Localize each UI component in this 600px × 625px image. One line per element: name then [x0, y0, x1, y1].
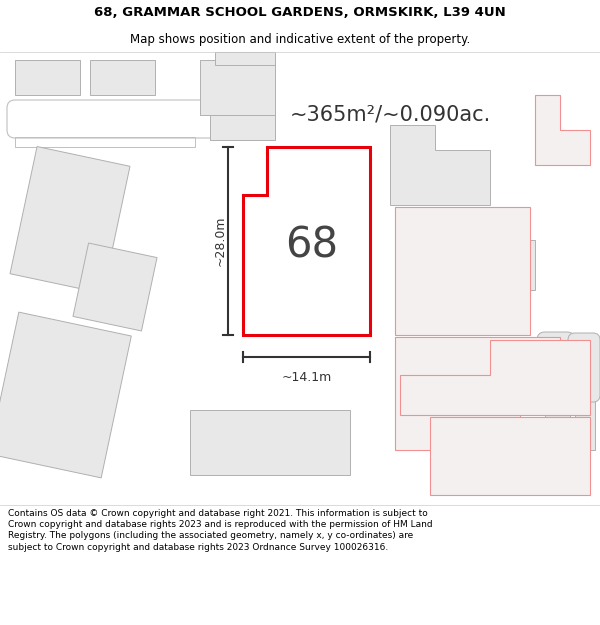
Polygon shape [490, 240, 535, 290]
Polygon shape [10, 146, 130, 294]
Polygon shape [73, 243, 157, 331]
FancyBboxPatch shape [267, 190, 362, 300]
Polygon shape [90, 60, 155, 95]
Text: ~14.1m: ~14.1m [281, 371, 332, 384]
Polygon shape [210, 115, 275, 140]
Polygon shape [215, 52, 275, 65]
Text: Map shows position and indicative extent of the property.: Map shows position and indicative extent… [130, 32, 470, 46]
Text: ~28.0m: ~28.0m [214, 216, 227, 266]
Polygon shape [243, 147, 370, 335]
Polygon shape [395, 207, 530, 335]
Polygon shape [430, 417, 590, 495]
Polygon shape [535, 95, 590, 165]
Text: 68, GRAMMAR SCHOOL GARDENS, ORMSKIRK, L39 4UN: 68, GRAMMAR SCHOOL GARDENS, ORMSKIRK, L3… [94, 6, 506, 19]
Polygon shape [0, 312, 131, 478]
Polygon shape [400, 340, 590, 415]
Polygon shape [395, 235, 480, 300]
Polygon shape [575, 337, 595, 450]
Polygon shape [395, 337, 560, 450]
FancyBboxPatch shape [568, 333, 600, 402]
Polygon shape [545, 337, 570, 450]
Polygon shape [390, 125, 490, 205]
Polygon shape [15, 60, 80, 95]
Text: 68: 68 [285, 225, 338, 267]
Text: ~365m²/~0.090ac.: ~365m²/~0.090ac. [290, 105, 491, 125]
FancyBboxPatch shape [537, 332, 575, 403]
Polygon shape [200, 60, 275, 115]
Text: Contains OS data © Crown copyright and database right 2021. This information is : Contains OS data © Crown copyright and d… [8, 509, 433, 552]
Polygon shape [190, 410, 350, 475]
